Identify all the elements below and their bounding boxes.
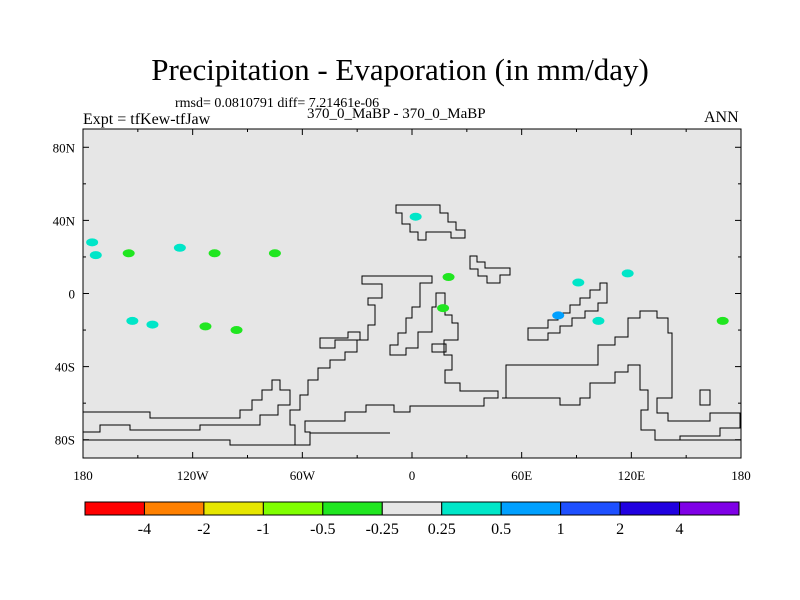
anomaly-patch: [126, 316, 139, 325]
colorbar-label: 0.5: [491, 521, 511, 538]
coastline-south-lower-line: [310, 432, 390, 434]
anomaly-patch: [208, 249, 221, 258]
season-label: ANN: [704, 109, 739, 126]
lon-tick-label: 60W: [290, 468, 316, 483]
anomaly-patch: [621, 269, 634, 278]
lon-tick-label: 120W: [177, 468, 210, 483]
lon-tick-label: 60E: [511, 468, 532, 483]
anomaly-patch: [230, 326, 243, 335]
lat-tick-label: 80N: [53, 140, 76, 155]
colorbar-label: -0.25: [366, 521, 399, 538]
coastline-east-island: [699, 389, 711, 406]
lat-tick-label: 40N: [53, 213, 76, 228]
lon-tick-label: 180: [731, 468, 751, 483]
coastline-north-landmass: [395, 204, 466, 241]
coastline-south-west-band: [83, 379, 291, 433]
anomaly-patch: [146, 320, 159, 329]
lat-tick-label: 80S: [55, 433, 75, 448]
colorbar-swatch: [84, 501, 145, 516]
colorbar-label: 1: [557, 521, 565, 538]
anomaly-patch: [442, 273, 455, 282]
lat-tick-label: 40S: [55, 360, 75, 375]
pme-anomaly-features: [86, 212, 729, 335]
colorbar-swatch: [679, 501, 740, 516]
colorbar-label: -1: [257, 521, 270, 538]
stats-line: rmsd= 0.0810791 diff= 7.21461e-06: [175, 96, 380, 111]
colorbar-label: -4: [138, 521, 151, 538]
anomaly-patch: [173, 243, 186, 252]
anomaly-patch: [716, 316, 729, 325]
anomaly-patch: [89, 251, 102, 260]
anomaly-patch: [437, 304, 450, 313]
anomaly-patch: [268, 249, 281, 258]
anomaly-patch: [592, 316, 605, 325]
latitude-axis: 80N 40N 0 40S 80S: [53, 140, 741, 448]
colorbar-label: 4: [676, 521, 684, 538]
longitude-axis: 180 120W 60W 0 60E 120E 180: [73, 129, 751, 483]
anomaly-patch: [409, 212, 422, 221]
colorbar-label: -2: [197, 521, 210, 538]
coastline-east-continent: [502, 310, 741, 441]
anomaly-patch: [86, 238, 99, 247]
colorbar-swatch: [203, 501, 264, 516]
coastline-south-polar-line: [83, 439, 300, 446]
colorbar-swatch: [500, 501, 562, 516]
lon-tick-label: 120E: [618, 468, 646, 483]
lon-tick-label: 180: [73, 468, 93, 483]
coastline-main-continent: [289, 275, 499, 446]
colorbar-swatch: [560, 501, 621, 516]
anomaly-patch: [199, 322, 212, 331]
colorbar-swatch: [143, 501, 205, 516]
anomaly-patch: [122, 249, 135, 258]
coastline-west-small: [431, 343, 447, 353]
coastline-east-arc: [527, 282, 608, 341]
colorbar-swatch: [381, 501, 443, 516]
colorbar-label: 0.25: [428, 521, 456, 538]
case-subtitle: 370_0_MaBP - 370_0_MaBP: [307, 106, 486, 122]
colorbar-label: 2: [616, 521, 624, 538]
anomaly-patch: [552, 311, 565, 320]
coastline-west-shelf: [319, 331, 361, 349]
anomaly-patch: [572, 278, 585, 287]
map-plot-area: [83, 129, 741, 458]
colorbar-label: -0.5: [310, 521, 335, 538]
colorbar-swatch: [322, 501, 383, 516]
experiment-label: Expt = tfKew-tfJaw: [83, 111, 211, 128]
lon-tick-label: 0: [409, 468, 416, 483]
colorbar-swatch: [619, 501, 681, 516]
colorbar-swatch: [262, 501, 324, 516]
coastline-small-island-east: [469, 255, 511, 284]
colorbar-swatch: [441, 501, 502, 516]
plot-title: Precipitation - Evaporation (in mm/day): [151, 52, 649, 87]
lat-tick-label: 0: [69, 287, 76, 302]
colorbar: -4 -2 -1 -0.5 -0.25 0.25 0.5 1 2 4: [84, 501, 740, 538]
coastline-contours: [83, 204, 741, 446]
